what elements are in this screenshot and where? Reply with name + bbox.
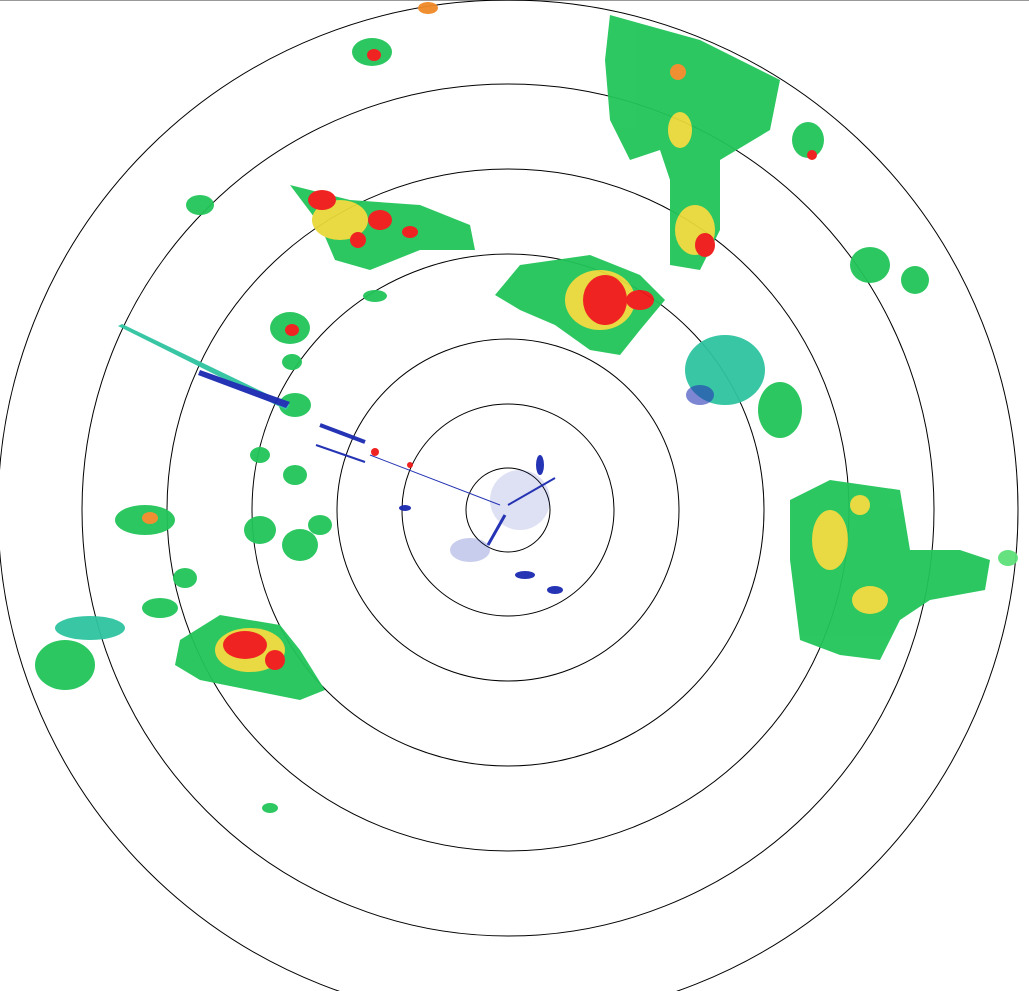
echo [363,290,387,302]
echo [223,631,267,659]
echo [852,586,888,614]
echo [250,447,270,463]
echo [244,516,276,544]
echo [790,480,990,660]
clutter [371,448,379,456]
echo [142,598,178,618]
spoke [315,444,366,463]
echoes [35,2,1018,813]
echo [285,324,299,336]
echo [686,385,714,405]
echo [583,275,627,325]
clutter [407,462,413,468]
range-ring [465,467,551,553]
clutter [490,470,550,530]
clutter [536,455,544,475]
clutter [399,505,411,511]
echo [308,190,336,210]
range-ring [81,83,935,937]
echo [807,150,817,160]
spoke [369,454,501,506]
echo [308,515,332,535]
echo [265,650,285,670]
echo [998,550,1018,566]
echo [901,266,929,294]
echo [282,529,318,561]
clutter [486,514,507,546]
echo [668,112,692,148]
spoke [319,423,366,444]
echo [142,512,158,524]
echo [186,195,214,215]
echo [279,393,311,417]
echo [758,382,802,438]
echo [55,616,125,640]
echo [812,510,848,570]
echo [418,2,438,14]
echo [626,290,654,310]
echo [850,495,870,515]
clutter [547,586,563,594]
echo [670,64,686,80]
echo [312,200,368,240]
echo [283,465,307,485]
echo [35,640,95,690]
echo [367,49,381,61]
spoke [198,370,290,408]
clutter [515,571,535,579]
echo [402,226,418,238]
echo [282,354,302,370]
echo [368,210,392,230]
echo [695,233,715,257]
range-ring [336,338,680,682]
echo [850,247,890,283]
echo [605,15,780,270]
echo [350,232,366,248]
clutter [507,477,556,506]
clutter [450,538,490,562]
echo [792,122,824,158]
echo [173,568,197,588]
echo [262,803,278,813]
range-ring [251,253,765,767]
